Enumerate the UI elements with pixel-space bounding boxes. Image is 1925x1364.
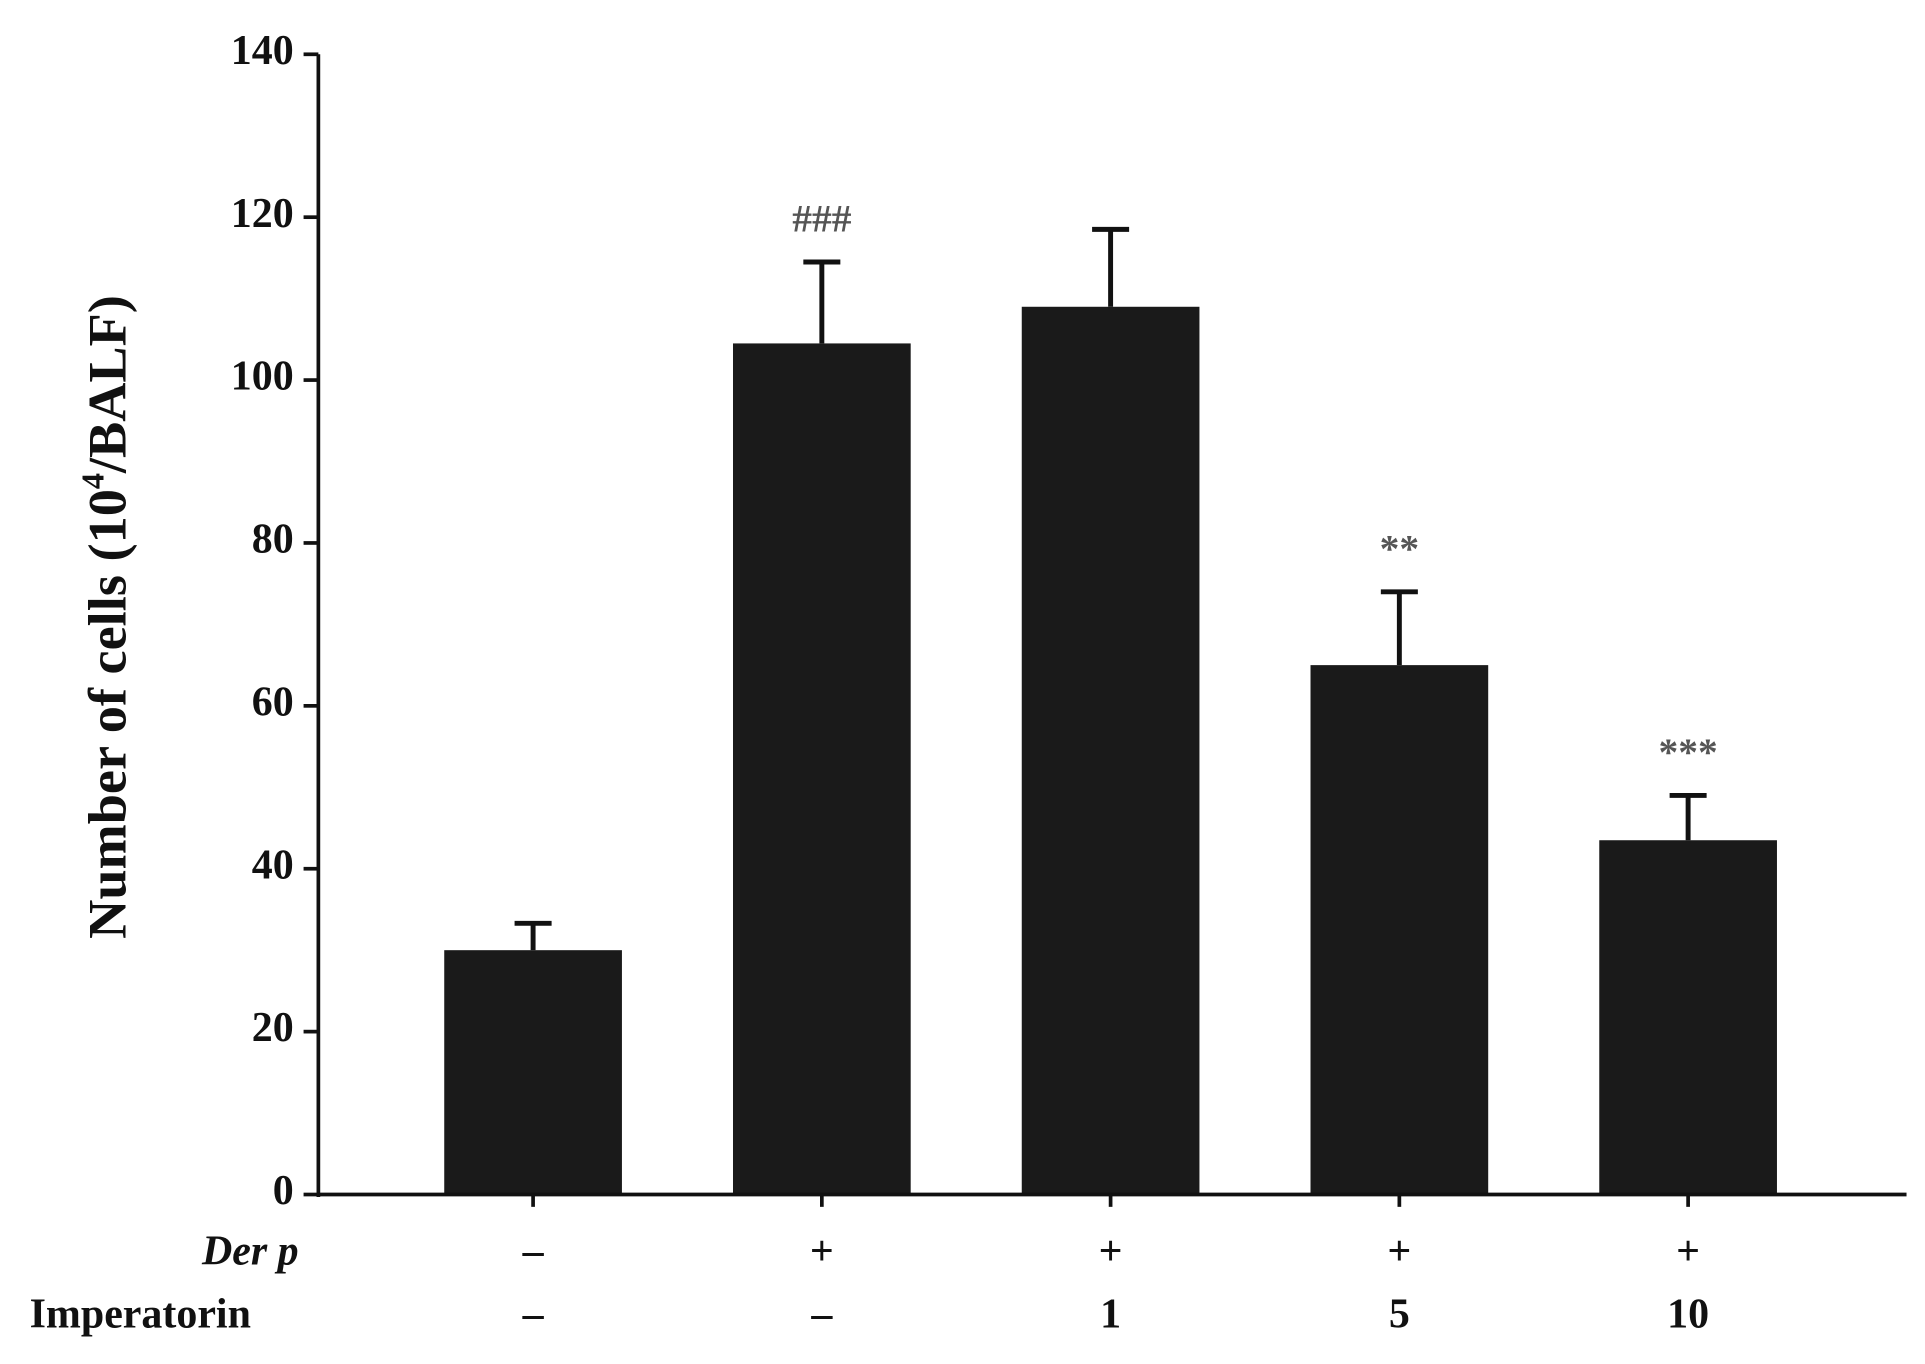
y-tick-label: 80 [252,517,294,563]
significance-label: ### [792,197,851,241]
row-value: – [810,1292,833,1338]
bar [1599,840,1777,1195]
row-label: Imperatorin [30,1292,251,1338]
bar [1021,306,1200,1195]
y-tick-label: 120 [231,191,294,237]
y-tick-label: 60 [252,679,294,725]
y-axis-label: Number of cells (104/BALF) [75,295,138,939]
bar [444,950,622,1195]
bar [1310,665,1489,1195]
row-value: + [810,1229,834,1275]
significance-label: ** [1380,526,1419,570]
row-value: 10 [1667,1292,1709,1338]
row-value: + [1387,1229,1411,1275]
y-axis-label-superscript: 4 [75,473,111,489]
row-label: Der p [201,1229,299,1275]
y-tick-label: 20 [252,1005,294,1051]
bar [732,343,911,1195]
row-value: 1 [1100,1292,1121,1338]
y-tick-label: 0 [273,1168,294,1214]
plot: Number of cells (104/BALF) 0 20 40 60 80 100 1… [30,28,1907,1338]
y-axis-label-end: /BALF) [78,295,138,474]
y-tick-label: 40 [252,842,294,888]
row-value: + [1676,1229,1700,1275]
significance-label: *** [1659,730,1718,774]
row-value: + [1099,1229,1123,1275]
y-tick-label: 100 [231,354,294,400]
row-value: – [522,1292,545,1338]
row-value: 5 [1389,1292,1410,1338]
y-tick-label: 140 [231,28,294,74]
row-value: – [522,1229,545,1275]
y-axis-label-text: Number of cells (10 [78,489,138,939]
